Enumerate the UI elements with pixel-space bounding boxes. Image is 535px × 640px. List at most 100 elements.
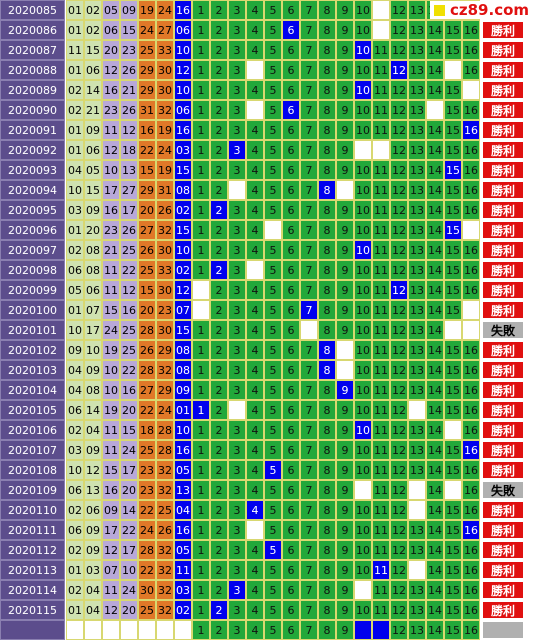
blank-cell [300, 320, 318, 340]
position-cell: 5 [264, 260, 282, 280]
red-ball: 09 [84, 520, 102, 540]
position-cell: 13 [408, 540, 426, 560]
empty-cell [84, 620, 102, 640]
position-cell: 5 [264, 280, 282, 300]
result: 勝利 [482, 121, 524, 139]
hit-cell: 10 [354, 40, 372, 60]
hit-cell: 2 [210, 260, 228, 280]
position-cell: 16 [462, 400, 480, 420]
position-cell: 14 [426, 520, 444, 540]
position-cell: 8 [318, 260, 336, 280]
position-cell: 13 [408, 360, 426, 380]
position-cell: 3 [228, 340, 246, 360]
hit-cell: 7 [300, 300, 318, 320]
position-cell: 15 [444, 20, 462, 40]
red-ball: 29 [156, 380, 174, 400]
red-ball: 21 [102, 240, 120, 260]
position-cell: 3 [228, 0, 246, 20]
position-cell: 2 [210, 20, 228, 40]
position-cell: 6 [282, 440, 300, 460]
position-cell: 6 [282, 580, 300, 600]
hit-cell: 2 [210, 600, 228, 620]
position-cell: 13 [408, 100, 426, 120]
period: 2020112 [0, 540, 65, 560]
position-cell: 8 [318, 560, 336, 580]
position-cell: 1 [192, 100, 210, 120]
blank-cell [462, 220, 480, 240]
empty-cell [156, 620, 174, 640]
red-ball: 24 [120, 440, 138, 460]
position-cell: 10 [354, 600, 372, 620]
position-cell: 5 [264, 620, 282, 640]
position-cell: 6 [282, 280, 300, 300]
red-ball: 19 [102, 340, 120, 360]
blank-cell [408, 500, 426, 520]
empty-cell [102, 620, 120, 640]
position-cell: 11 [372, 40, 390, 60]
empty-cell [120, 620, 138, 640]
hit-cell: 1 [192, 400, 210, 420]
position-cell: 16 [462, 500, 480, 520]
red-ball: 10 [102, 160, 120, 180]
period: 2020086 [0, 20, 65, 40]
position-cell: 8 [318, 400, 336, 420]
position-cell: 3 [228, 300, 246, 320]
period: 2020108 [0, 460, 65, 480]
red-ball: 29 [138, 180, 156, 200]
position-cell: 14 [426, 60, 444, 80]
position-cell: 14 [426, 20, 444, 40]
position-cell: 10 [354, 0, 372, 20]
position-cell: 13 [408, 260, 426, 280]
red-ball: 10 [102, 380, 120, 400]
position-cell: 12 [390, 460, 408, 480]
red-ball: 24 [156, 140, 174, 160]
position-cell: 7 [300, 460, 318, 480]
position-cell: 1 [192, 120, 210, 140]
position-cell: 3 [228, 380, 246, 400]
position-cell: 16 [462, 360, 480, 380]
blank-cell [246, 520, 264, 540]
position-cell: 1 [192, 140, 210, 160]
hit-cell: 12 [390, 60, 408, 80]
hit-cell: 16 [462, 120, 480, 140]
position-cell: 12 [390, 260, 408, 280]
position-cell: 8 [318, 520, 336, 540]
blue-ball: 10 [174, 80, 192, 100]
red-ball: 27 [138, 220, 156, 240]
position-cell: 4 [246, 540, 264, 560]
position-cell: 16 [462, 160, 480, 180]
red-ball: 27 [120, 180, 138, 200]
position-cell: 16 [462, 280, 480, 300]
position-cell: 13 [408, 380, 426, 400]
position-cell: 6 [282, 0, 300, 20]
red-ball: 26 [120, 220, 138, 240]
result: 勝利 [482, 201, 524, 219]
red-ball: 27 [156, 20, 174, 40]
red-ball: 10 [66, 180, 84, 200]
position-cell: 10 [354, 320, 372, 340]
position-cell: 5 [264, 0, 282, 20]
position-cell: 3 [228, 540, 246, 560]
position-cell: 10 [354, 100, 372, 120]
position-cell: 16 [462, 100, 480, 120]
position-cell: 12 [390, 500, 408, 520]
position-cell: 1 [192, 200, 210, 220]
red-ball: 30 [156, 80, 174, 100]
position-cell: 5 [264, 380, 282, 400]
result: 勝利 [482, 581, 524, 599]
position-cell: 12 [390, 80, 408, 100]
position-cell: 13 [408, 240, 426, 260]
position-cell: 6 [282, 540, 300, 560]
blank-cell [354, 480, 372, 500]
position-cell: 7 [300, 100, 318, 120]
blank-cell [336, 180, 354, 200]
position-cell: 16 [462, 40, 480, 60]
position-cell: 9 [336, 40, 354, 60]
red-ball: 19 [138, 0, 156, 20]
position-cell: 5 [264, 20, 282, 40]
position-cell: 10 [354, 220, 372, 240]
result: 勝利 [482, 141, 524, 159]
position-cell: 3 [228, 620, 246, 640]
red-ball: 12 [102, 140, 120, 160]
position-cell: 4 [246, 320, 264, 340]
